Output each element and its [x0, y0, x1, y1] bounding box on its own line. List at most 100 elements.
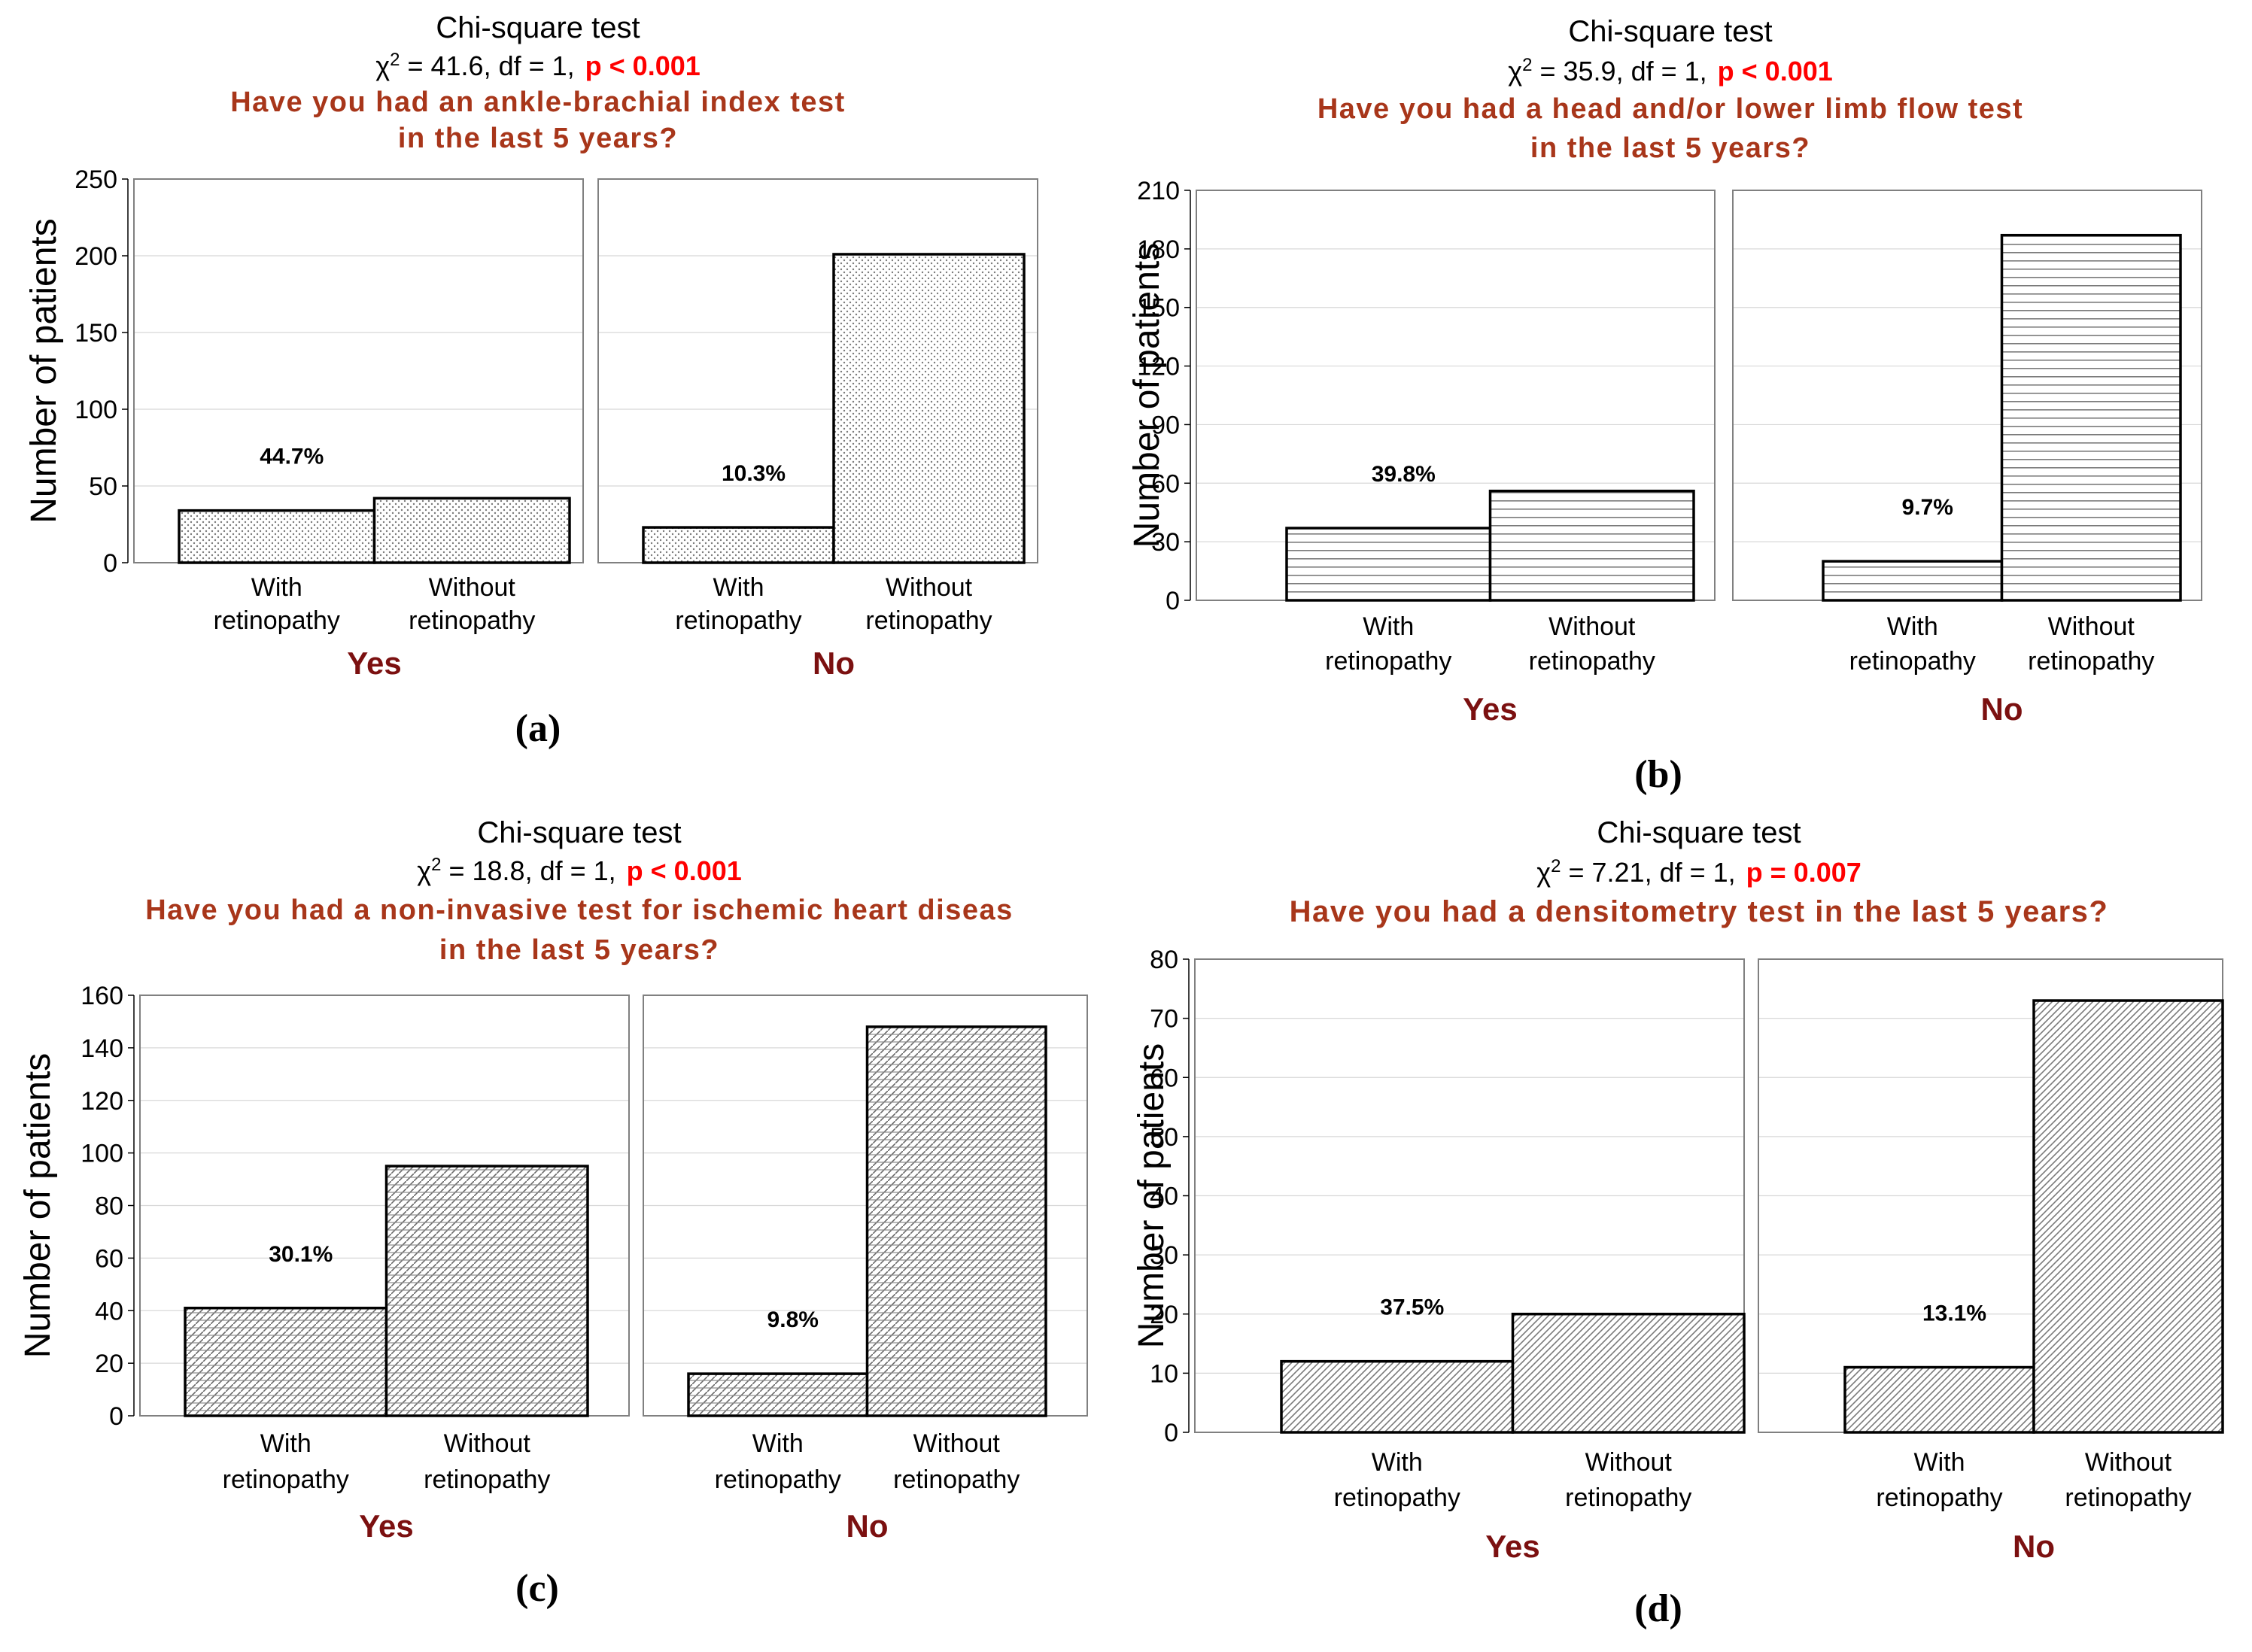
bar-no-with-retinopathy: [642, 526, 835, 564]
percent-label: 39.8%: [1372, 462, 1436, 487]
chart-test-name: Chi-square test: [436, 11, 640, 44]
y-tick-label: 0: [103, 549, 117, 578]
y-tick-label: 120: [1137, 353, 1180, 381]
y-tick-label: 0: [1166, 587, 1180, 615]
chi-statistic-values: = 18.8, df = 1,: [441, 855, 615, 886]
category-label: retinopathy: [2065, 1483, 2191, 1512]
chi-exponent: 2: [390, 50, 400, 70]
y-tick-label: 120: [81, 1087, 123, 1116]
category-label: With: [251, 573, 302, 602]
category-label: retinopathy: [214, 606, 340, 635]
y-tick-label: 30: [1151, 528, 1180, 557]
y-tick-label: 40: [95, 1297, 123, 1326]
y-tick-label: 140: [81, 1034, 123, 1063]
category-label: With: [713, 573, 764, 602]
y-axis-label: Number of patients: [1127, 243, 1167, 548]
percent-label: 9.7%: [1902, 495, 1953, 520]
category-label: retinopathy: [2028, 647, 2154, 676]
percent-label: 10.3%: [722, 461, 786, 486]
chart-statistic-line: χ2 = 41.6, df = 1, p < 0.001: [375, 50, 701, 82]
bar-yes-without-retinopathy: [1511, 1313, 1746, 1434]
percent-label: 13.1%: [1922, 1301, 1986, 1326]
bar-yes-with-retinopathy: [1280, 1359, 1515, 1434]
y-tick-label: 80: [95, 1192, 123, 1221]
y-axis-label: Number of patients: [24, 218, 64, 524]
y-tick-label: 150: [74, 319, 117, 348]
chi-symbol: χ: [1536, 857, 1551, 888]
y-axis-label: Number of patients: [1132, 1043, 1172, 1349]
y-tick-label: 150: [1137, 294, 1180, 323]
category-label: With: [1363, 612, 1414, 641]
category-label: Without: [1548, 612, 1636, 641]
category-label: retinopathy: [1876, 1483, 2002, 1512]
bar-no-with-retinopathy: [1822, 560, 2004, 602]
panel-letter: (c): [515, 1567, 559, 1610]
group-label-yes: Yes: [359, 1508, 413, 1544]
bar-yes-with-retinopathy: [178, 509, 376, 564]
category-label: With: [260, 1429, 312, 1458]
category-label: retinopathy: [424, 1465, 550, 1494]
percent-label: 44.7%: [260, 445, 324, 469]
chart-question-line: in the last 5 years?: [1530, 132, 1810, 164]
category-label: retinopathy: [1334, 1483, 1460, 1512]
p-value: p < 0.001: [1718, 56, 1833, 87]
y-tick-label: 10: [1150, 1359, 1178, 1388]
chi-symbol: χ: [417, 855, 431, 886]
chart-panel-a: Chi-square test χ2 = 41.6, df = 1, p < 0.0…: [24, 11, 1038, 750]
category-label: Without: [1585, 1448, 1673, 1477]
y-tick-label: 100: [81, 1140, 123, 1168]
y-tick-label: 70: [1150, 1005, 1178, 1034]
chart-question-line: in the last 5 years?: [439, 934, 719, 966]
y-tick-label: 0: [109, 1402, 123, 1431]
y-tick-label: 210: [1137, 177, 1180, 205]
group-label-no: No: [2013, 1529, 2055, 1564]
panel-letter: (b): [1634, 753, 1682, 796]
category-label: Without: [2085, 1448, 2172, 1477]
category-label: retinopathy: [1529, 647, 1655, 676]
category-label: Without: [886, 573, 973, 602]
y-tick-label: 60: [95, 1244, 123, 1273]
chart-statistic-line: χ2 = 7.21, df = 1, p = 0.007: [1536, 856, 1861, 888]
y-tick-label: 200: [74, 242, 117, 271]
bar-yes-without-retinopathy: [384, 1165, 589, 1417]
panel-letter: (a): [515, 707, 561, 750]
chi-exponent: 2: [431, 855, 441, 875]
group-label-yes: Yes: [1485, 1529, 1539, 1564]
bar-no-without-retinopathy: [2032, 999, 2224, 1434]
category-label: retinopathy: [223, 1465, 349, 1494]
category-label: Without: [444, 1429, 531, 1458]
chi-statistic-values: = 41.6, df = 1,: [400, 50, 574, 81]
group-label-yes: Yes: [1463, 691, 1517, 727]
chart-question-line: in the last 5 years?: [398, 123, 678, 154]
chart-test-name: Chi-square test: [1568, 15, 1772, 48]
group-label-no: No: [1981, 691, 2023, 727]
category-label: retinopathy: [1325, 647, 1451, 676]
percent-label: 37.5%: [1380, 1295, 1444, 1320]
y-tick-label: 0: [1164, 1419, 1178, 1447]
bar-no-with-retinopathy: [1843, 1365, 2035, 1434]
category-label: Without: [429, 573, 516, 602]
bar-no-without-retinopathy: [2000, 233, 2182, 602]
y-tick-label: 50: [1150, 1123, 1178, 1152]
category-label: retinopathy: [1565, 1483, 1691, 1512]
y-tick-label: 160: [81, 982, 123, 1010]
y-axis-label: Number of patients: [18, 1053, 58, 1359]
chi-exponent: 2: [1551, 856, 1561, 876]
chi-statistic-values: = 7.21, df = 1,: [1561, 857, 1735, 888]
chart-panel-b: Chi-square test χ2 = 35.9, df = 1, p < 0.0…: [1127, 15, 2202, 796]
category-label: With: [1887, 612, 1938, 641]
p-value: p = 0.007: [1746, 857, 1861, 888]
y-tick-label: 250: [74, 166, 117, 194]
y-tick-label: 20: [1150, 1301, 1178, 1329]
bar-yes-with-retinopathy: [1285, 527, 1492, 602]
category-label: retinopathy: [865, 606, 992, 635]
chart-test-name: Chi-square test: [477, 816, 681, 849]
category-label: With: [1914, 1448, 1965, 1477]
chart-question-line: Have you had a densitometry test in the …: [1290, 895, 2109, 928]
group-label-no: No: [813, 645, 855, 681]
category-label: With: [752, 1429, 804, 1458]
category-label: Without: [2048, 612, 2135, 641]
y-tick-label: 180: [1137, 235, 1180, 264]
chart-question-line: Have you had a non-invasive test for isc…: [145, 894, 1014, 926]
